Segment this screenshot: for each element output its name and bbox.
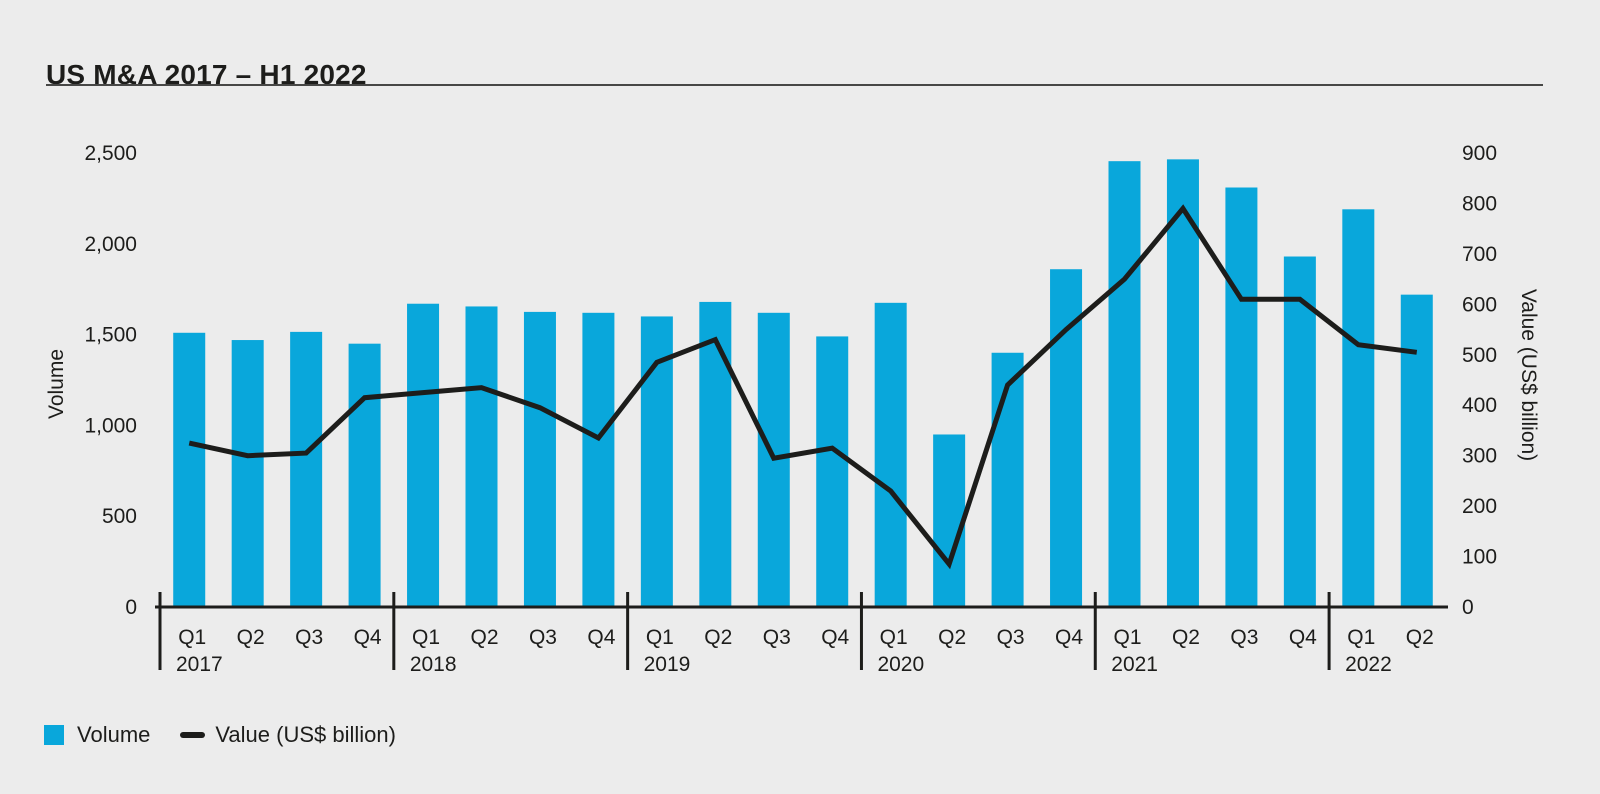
left-axis-tick-label: 2,000 <box>84 233 137 256</box>
year-label-2022: 2022 <box>1345 653 1392 676</box>
quarter-label-q2-2017: Q2 <box>237 626 265 649</box>
left-axis-tick-label: 2,500 <box>84 142 137 165</box>
bar-q1-2017 <box>173 332 206 607</box>
quarter-label-q2-2022: Q2 <box>1406 626 1434 649</box>
quarter-label-q3-2019: Q3 <box>763 626 791 649</box>
right-axis-tick-label: 200 <box>1462 495 1497 518</box>
quarter-label-q4-2020: Q4 <box>1055 626 1083 649</box>
quarter-label-q3-2020: Q3 <box>997 626 1025 649</box>
year-label-2018: 2018 <box>410 653 457 676</box>
bar-q3-2018 <box>523 311 556 607</box>
value-line <box>188 204 1418 570</box>
right-axis-tick-label: 900 <box>1462 142 1497 165</box>
bar-q4-2021 <box>1283 256 1316 607</box>
legend-label-value: Value (US$ billion) <box>215 722 396 747</box>
right-axis-tick-label: 300 <box>1462 445 1497 468</box>
year-label-2017: 2017 <box>176 653 223 676</box>
year-label-2019: 2019 <box>644 653 691 676</box>
right-axis-tick-label: 0 <box>1462 596 1474 619</box>
quarter-label-q3-2018: Q3 <box>529 626 557 649</box>
bar-q2-2020 <box>933 434 966 607</box>
right-axis-tick-label: 400 <box>1462 394 1497 417</box>
quarter-label-q4-2019: Q4 <box>821 626 849 649</box>
left-axis-tick-label: 500 <box>102 505 137 528</box>
quarter-label-q2-2019: Q2 <box>704 626 732 649</box>
chart-legend: Volume Value (US$ billion) <box>44 722 396 748</box>
bar-q3-2021 <box>1225 187 1258 607</box>
bar-q4-2017 <box>348 343 381 607</box>
right-axis-tick-label: 100 <box>1462 546 1497 569</box>
value-line-swatch-icon <box>180 732 206 738</box>
quarter-label-q1-2021: Q1 <box>1113 626 1141 649</box>
legend-label-volume: Volume <box>77 722 151 747</box>
left-axis-tick-label: 0 <box>125 596 137 619</box>
right-axis-tick-label: 700 <box>1462 243 1497 266</box>
quarter-label-q4-2017: Q4 <box>354 626 382 649</box>
bar-q2-2018 <box>465 306 498 607</box>
title-divider <box>46 84 1543 86</box>
bar-q1-2020 <box>874 302 907 607</box>
quarter-label-q1-2020: Q1 <box>880 626 908 649</box>
bar-q1-2018 <box>407 303 440 607</box>
bar-q1-2021 <box>1108 161 1141 607</box>
bar-q3-2017 <box>290 331 323 607</box>
quarter-label-q1-2017: Q1 <box>178 626 206 649</box>
legend-item-volume: Volume <box>44 722 150 748</box>
quarter-label-q4-2018: Q4 <box>587 626 615 649</box>
year-label-2020: 2020 <box>877 653 924 676</box>
left-axis-tick-label: 1,000 <box>84 414 137 437</box>
right-axis-title: Value (US$ billion) <box>1517 288 1540 462</box>
right-axis-tick-label: 800 <box>1462 192 1497 215</box>
left-axis-title: Volume <box>45 348 68 420</box>
left-axis-tick-label: 1,500 <box>84 324 137 347</box>
volume-swatch-icon <box>44 725 64 745</box>
quarter-label-q3-2017: Q3 <box>295 626 323 649</box>
right-axis-tick-label: 600 <box>1462 293 1497 316</box>
right-axis-tick-label: 500 <box>1462 344 1497 367</box>
quarter-label-q1-2019: Q1 <box>646 626 674 649</box>
quarter-label-q2-2021: Q2 <box>1172 626 1200 649</box>
bar-q2-2019 <box>699 301 732 607</box>
bar-q4-2020 <box>1050 269 1083 607</box>
quarter-label-q1-2022: Q1 <box>1347 626 1375 649</box>
quarter-label-q1-2018: Q1 <box>412 626 440 649</box>
bar-q3-2020 <box>991 352 1024 607</box>
bar-q2-2021 <box>1166 159 1199 607</box>
legend-item-value: Value (US$ billion) <box>180 722 396 748</box>
bar-q2-2022 <box>1400 294 1433 607</box>
quarter-label-q2-2020: Q2 <box>938 626 966 649</box>
year-label-2021: 2021 <box>1111 653 1158 676</box>
bar-q4-2018 <box>582 312 615 607</box>
bar-q4-2019 <box>816 336 849 607</box>
quarter-label-q4-2021: Q4 <box>1289 626 1317 649</box>
quarter-label-q2-2018: Q2 <box>470 626 498 649</box>
bar-q2-2017 <box>231 340 264 607</box>
bar-q1-2022 <box>1342 209 1375 607</box>
quarter-label-q3-2021: Q3 <box>1230 626 1258 649</box>
